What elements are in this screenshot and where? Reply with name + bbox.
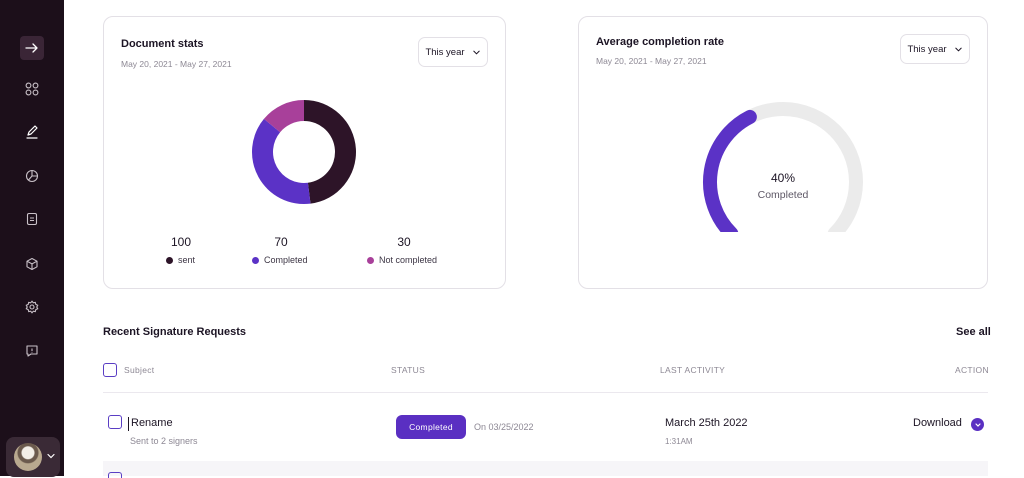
stat-sent-legend: sent [166,255,195,265]
donut-segment-not-completed [263,100,304,133]
completion-gauge [703,102,863,232]
column-header-subject: Subject [124,365,155,375]
column-header-action: ACTION [955,365,989,375]
donut-segment-sent [304,100,357,204]
legend-dot [166,256,173,264]
sidebar-item-dashboard[interactable] [20,77,44,101]
table-row [103,461,988,476]
select-all-checkbox[interactable] [103,363,117,377]
stat-sent-value: 100 [170,235,192,249]
pie-chart-icon [25,169,39,183]
completion-label: Completed [757,189,809,201]
document-stats-filter-label: This year [425,46,465,58]
activity-date: March 25th 2022 [665,417,748,429]
completion-rate-card [578,16,988,289]
status-badge: Completed [396,415,466,439]
gear-icon [25,300,39,314]
activity-time: 1:31AM [665,437,693,446]
document-stats-filter-dropdown[interactable]: This year [418,37,488,67]
gauge-fill [703,109,757,232]
document-stats-card [103,16,506,289]
download-button[interactable]: Download [913,417,962,429]
document-stats-donut-chart [252,100,357,204]
stat-not-completed-value: 30 [397,235,411,249]
sidebar [0,0,64,477]
stat-not-completed-legend: Not completed [367,255,437,265]
donut-segment-completed [252,118,311,204]
stat-sent-label: sent [178,255,196,265]
header-divider [103,392,988,393]
document-icon [26,212,38,226]
legend-dot [252,256,259,264]
sidebar-item-templates[interactable] [20,252,44,276]
sidebar-item-documents[interactable] [20,207,44,231]
chevron-down-icon [974,422,981,427]
sidebar-item-sign[interactable] [20,120,44,144]
cube-icon [26,257,38,271]
completion-rate-filter-label: This year [907,43,947,55]
column-header-last-activity: LAST ACTIVITY [660,365,726,375]
sidebar-item-collapse[interactable] [20,36,44,60]
download-dropdown-button[interactable] [971,418,984,431]
row-checkbox[interactable] [108,472,122,478]
profile-menu[interactable] [6,437,60,477]
sidebar-item-settings[interactable] [20,295,44,319]
avatar [14,443,42,471]
see-all-link[interactable]: See all [956,326,991,338]
chevron-down-icon [47,453,55,459]
stat-completed-label: Completed [264,255,308,265]
completion-rate-title: Average completion rate [596,36,724,48]
row-subtext: Sent to 2 signers [130,436,198,446]
recent-requests-title: Recent Signature Requests [103,326,247,338]
completion-rate-date-range: May 20, 2021 - May 27, 2021 [596,56,707,66]
arrow-right-icon [25,43,38,53]
chevron-down-icon [954,47,962,52]
help-chat-icon [26,345,38,357]
sidebar-item-reports[interactable] [20,164,44,188]
completion-rate-filter-dropdown[interactable]: This year [900,34,970,64]
chevron-down-icon [472,50,480,55]
document-stats-title: Document stats [121,38,204,50]
stat-completed-value: 70 [274,235,288,249]
sidebar-item-help[interactable] [20,339,44,363]
column-header-status: STATUS [391,365,426,375]
status-date: On 03/25/2022 [474,422,534,432]
document-stats-date-range: May 20, 2021 - May 27, 2021 [121,59,232,69]
pen-icon [26,125,38,139]
grid-icon [25,82,39,96]
row-subject[interactable]: Rename [128,417,173,431]
legend-dot [367,256,374,264]
stat-completed-legend: Completed [252,255,308,265]
completion-percent: 40% [770,171,796,185]
row-checkbox[interactable] [108,415,122,429]
stat-not-completed-label: Not completed [379,255,438,265]
